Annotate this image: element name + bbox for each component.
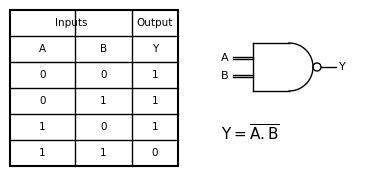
Text: 0: 0 [100,70,107,80]
Text: A: A [222,53,229,63]
Text: Y: Y [152,44,158,54]
Bar [10,10,178,166]
Text: B: B [222,71,229,81]
Text: 0: 0 [152,148,158,158]
Text: A: A [39,44,46,54]
Text: $\mathsf{Y = \overline{A.B}}$: $\mathsf{Y = \overline{A.B}}$ [220,124,279,144]
Text: B: B [100,44,107,54]
Text: 1: 1 [39,122,46,132]
Text: Y: Y [339,62,346,72]
Text: 0: 0 [39,70,46,80]
Text: Output: Output [137,18,173,28]
Text: 1: 1 [152,96,158,106]
Text: 1: 1 [152,70,158,80]
Text: 1: 1 [39,148,46,158]
Text: 1: 1 [100,148,107,158]
Text: 1: 1 [152,122,158,132]
Text: 0: 0 [100,122,107,132]
Text: 1: 1 [100,96,107,106]
Text: 0: 0 [39,96,46,106]
Text: Inputs: Inputs [55,18,87,28]
